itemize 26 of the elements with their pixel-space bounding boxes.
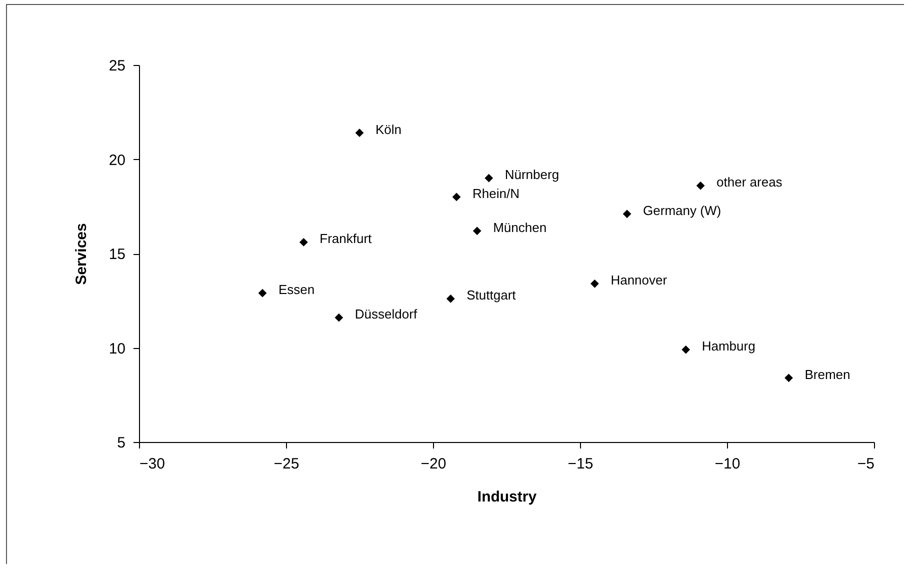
x-tick-label: −30 <box>140 456 165 472</box>
y-tick-label: 15 <box>108 246 126 263</box>
x-tick-label: −15 <box>568 456 594 472</box>
x-tick-label: −10 <box>714 456 740 472</box>
y-axis-title: Services <box>72 223 90 285</box>
annotation: München <box>493 220 547 235</box>
annotation: Hamburg <box>702 338 756 354</box>
annotation: Essen <box>278 282 315 298</box>
x-tick-label: −20 <box>420 456 446 472</box>
annotation: Stuttgart <box>466 288 516 303</box>
annotation: Hannover <box>610 272 668 288</box>
annotation: Germany (W) <box>643 202 722 218</box>
x-axis-title: Industry <box>477 488 538 506</box>
annotation: other areas <box>716 174 783 190</box>
y-tick-label: 25 <box>108 58 126 74</box>
y-tick-label: 10 <box>108 340 126 358</box>
y-tick-label: 5 <box>117 434 126 452</box>
annotation: Bremen <box>804 366 850 382</box>
x-tick-label: −5 <box>857 456 874 472</box>
x-tick-label: −25 <box>274 456 300 472</box>
annotation: Köln <box>376 122 402 137</box>
y-tick-label: 20 <box>108 152 126 169</box>
annotation: Rhein/N <box>472 186 520 201</box>
annotation: Düsseldorf <box>354 306 418 322</box>
annotation: Frankfurt <box>320 231 372 246</box>
annotation: Nürnberg <box>504 167 560 182</box>
